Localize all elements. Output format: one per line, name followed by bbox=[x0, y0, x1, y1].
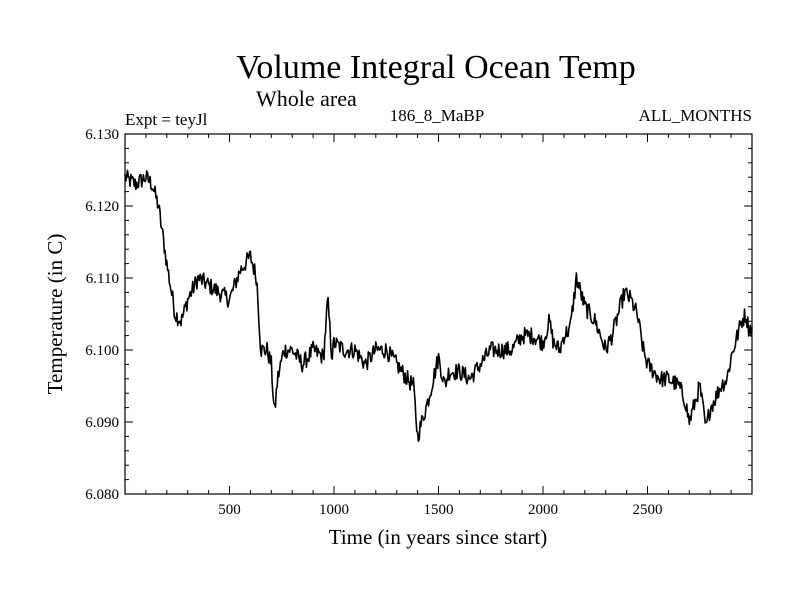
y-tick-label: 6.130 bbox=[85, 127, 119, 143]
plot-frame bbox=[124, 133, 753, 495]
chart-title: Volume Integral Ocean Temp bbox=[236, 49, 636, 86]
y-tick-label: 6.120 bbox=[85, 199, 119, 215]
x-axis-label: Time (in years since start) bbox=[329, 525, 548, 549]
x-tick-label: 2500 bbox=[633, 502, 663, 518]
x-tick-label: 2000 bbox=[528, 502, 558, 518]
months-label: ALL_MONTHS bbox=[639, 106, 752, 125]
y-axis-label: Temperature (in C) bbox=[43, 234, 67, 395]
y-tick-label: 6.100 bbox=[85, 343, 119, 359]
expt-label: Expt = teyJl bbox=[125, 110, 208, 129]
y-tick-label: 6.090 bbox=[85, 415, 119, 431]
x-tick-label: 1500 bbox=[424, 502, 454, 518]
series-group bbox=[124, 169, 753, 442]
series-line bbox=[124, 169, 753, 442]
y-tick-label: 6.080 bbox=[85, 487, 119, 503]
ticks-group: 500 1000 1500 2000 2500 6.080 6.090 6.100 6.110 6… bbox=[85, 127, 752, 518]
x-tick-label: 500 bbox=[218, 502, 241, 518]
run-label: 186_8_MaBP bbox=[390, 106, 484, 125]
x-tick-label: 1000 bbox=[319, 502, 349, 518]
chart-subtitle: Whole area bbox=[256, 86, 357, 111]
y-tick-label: 6.110 bbox=[86, 271, 119, 287]
